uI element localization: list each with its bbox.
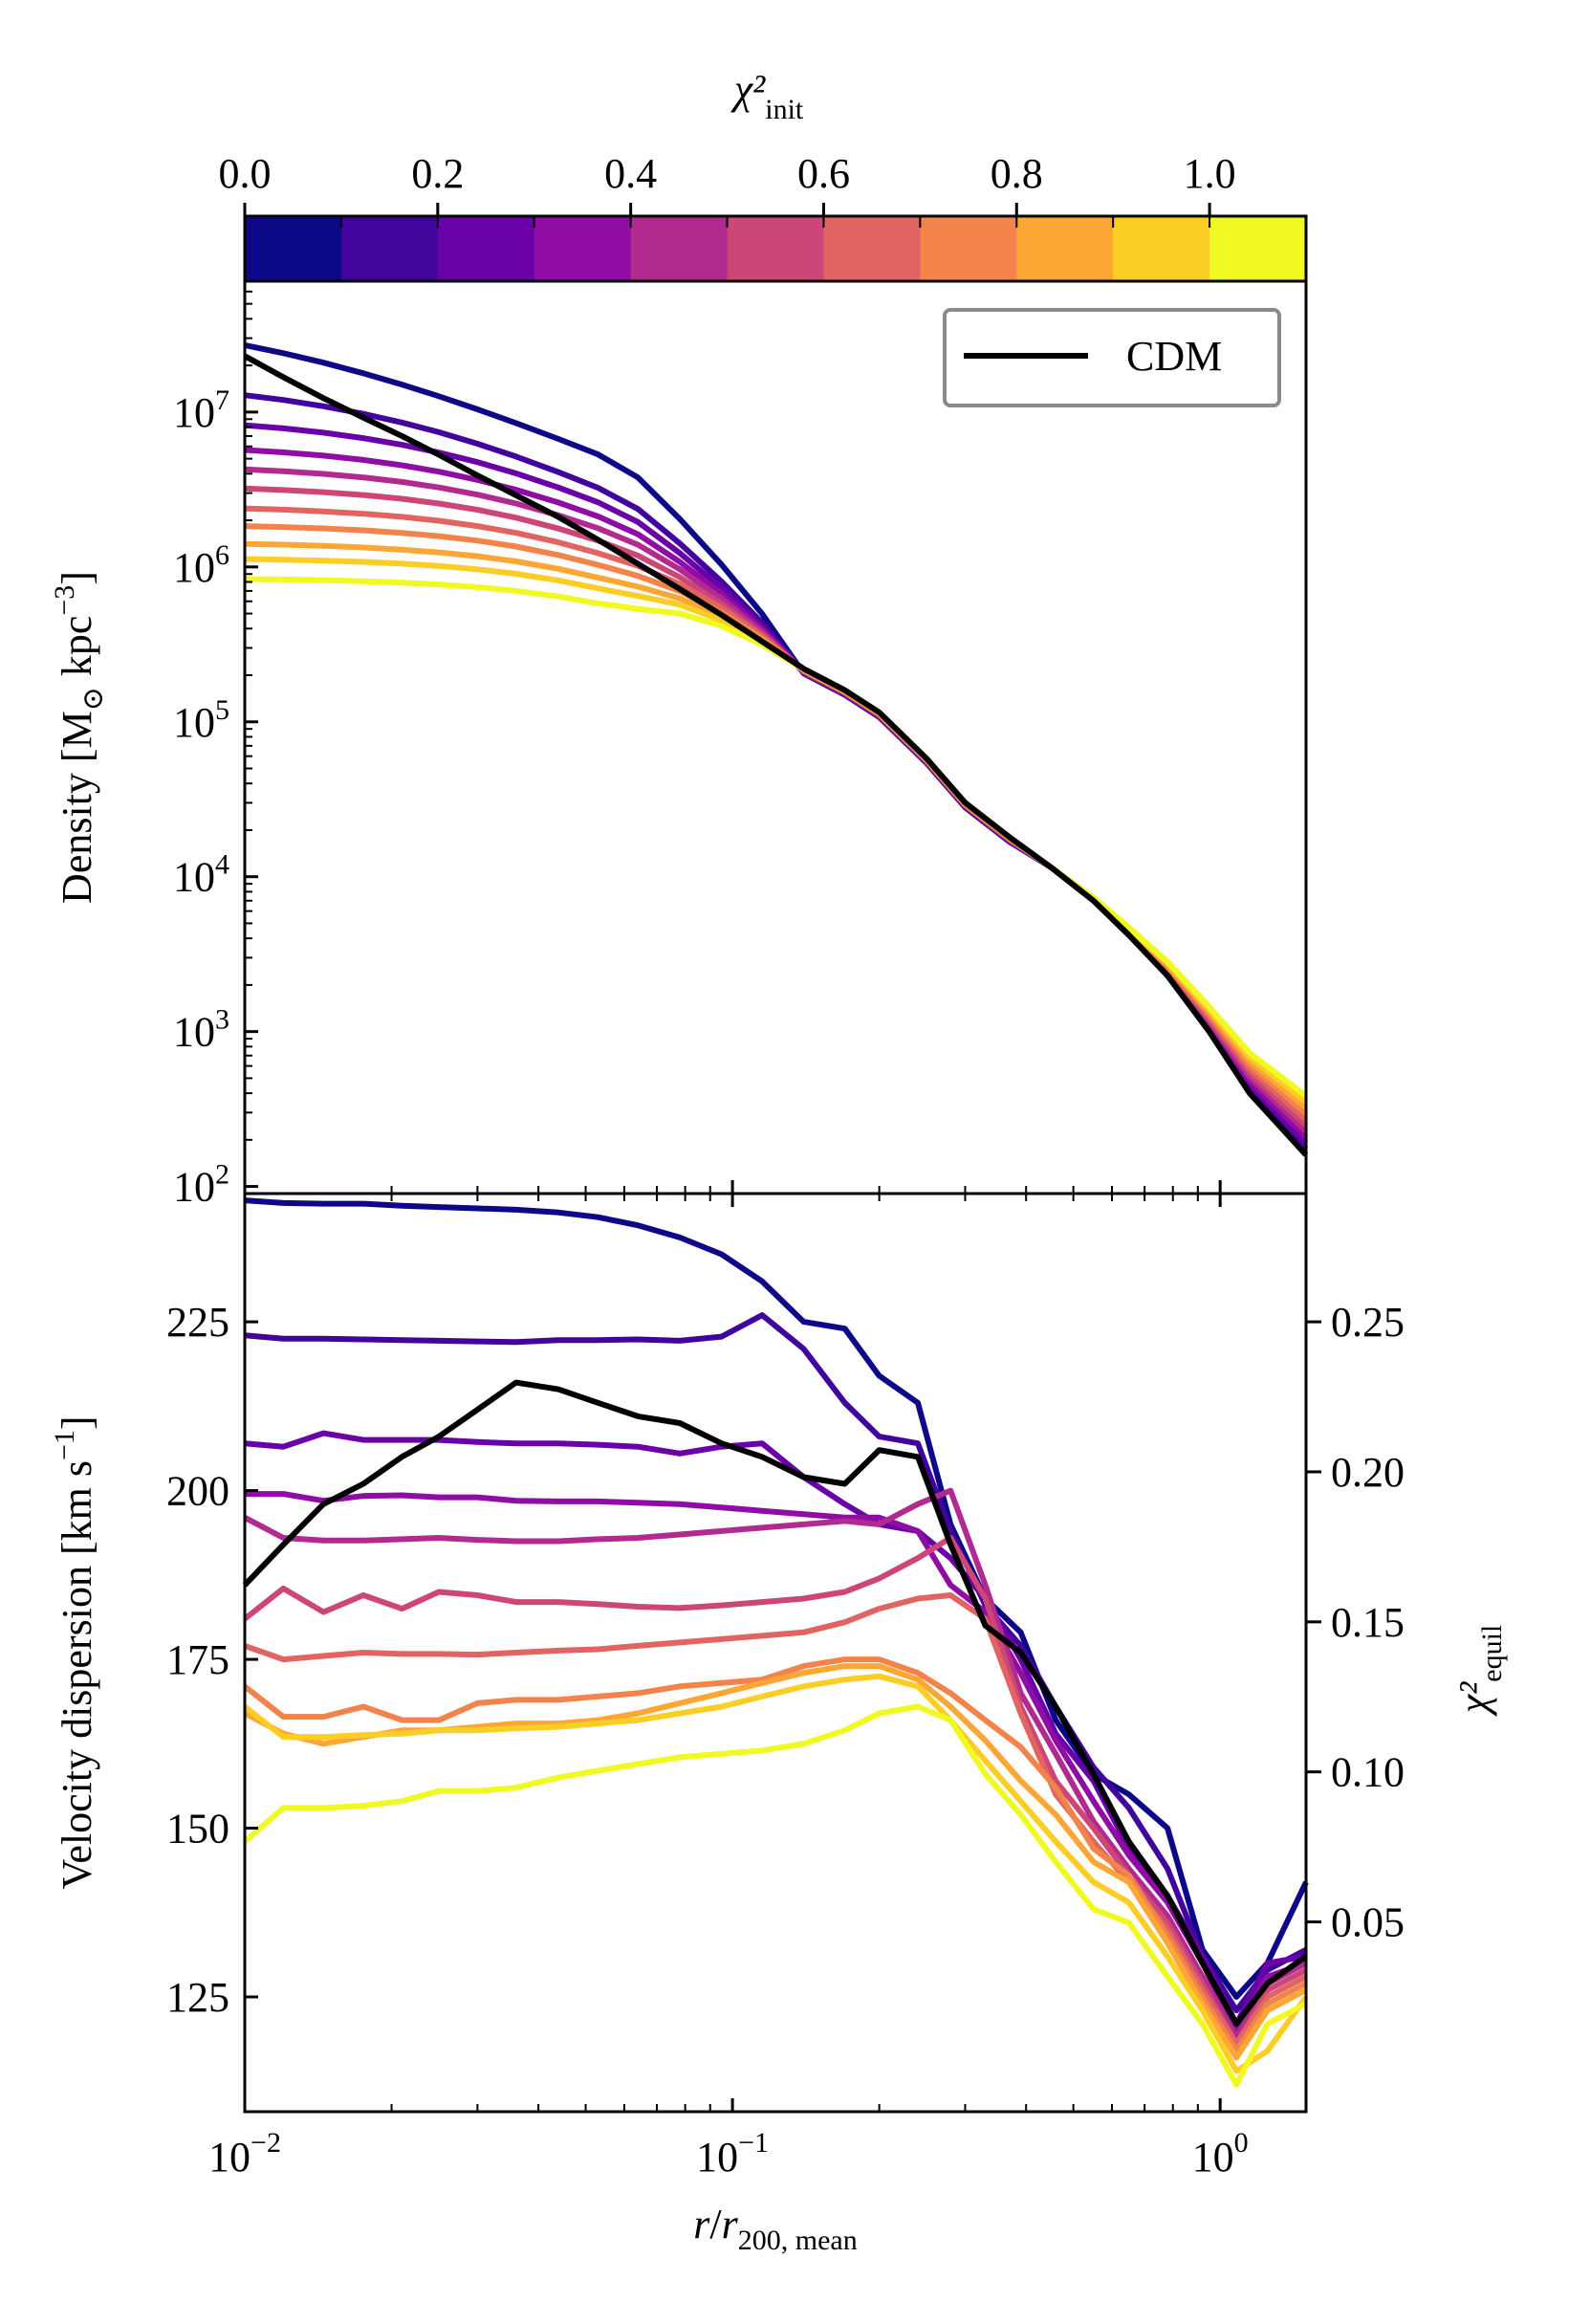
density-y-ticks: 102 103 104 105 106 107	[173, 280, 258, 1211]
colorbar-title: χ²init	[730, 66, 804, 125]
velocity-line	[243, 1656, 1308, 2054]
velocity-line	[243, 1535, 1308, 2048]
x-tick-label: 10−1	[696, 2127, 769, 2181]
colorbar-tick-label: 1.0	[1184, 150, 1236, 197]
density-y-tick-label: 107	[173, 384, 229, 436]
colorbar-swatches	[245, 216, 1307, 281]
colorbar-swatch	[727, 216, 825, 281]
x-tick-label: 10−2	[208, 2127, 281, 2181]
colorbar-swatch	[1016, 216, 1114, 281]
density-line	[244, 505, 1309, 1122]
velocity-x-ticks: 10−2 10−1 100	[208, 1194, 1249, 2181]
colorbar-swatch	[1113, 216, 1210, 281]
colorbar-swatch	[1209, 216, 1307, 281]
density-line	[244, 466, 1309, 1134]
velocity-right-axis-label: χ²equil	[1450, 1625, 1508, 1718]
density-y-tick-label: 105	[173, 694, 229, 746]
velocity-line	[244, 1592, 1308, 2048]
density-panel: 102 103 104 105 106 107 CDM Density [M⊙ kpc−3…	[49, 279, 1309, 1211]
density-y-tick-label: 104	[173, 849, 229, 901]
colorbar-swatch	[630, 216, 729, 281]
velocity-right-tick-label: 0.20	[1331, 1449, 1405, 1496]
velocity-line	[243, 1673, 1309, 2074]
density-x-ticks	[243, 1180, 1222, 1194]
density-line	[244, 576, 1308, 1099]
colorbar-tick-label: 0.4	[604, 150, 657, 197]
velocity-series	[243, 1197, 1309, 2088]
velocity-line	[243, 1487, 1308, 2041]
density-y-tick-label: 103	[173, 1004, 229, 1056]
velocity-right-tick-label: 0.10	[1331, 1749, 1405, 1796]
x-axis-label: r/r200, mean	[693, 2201, 857, 2256]
velocity-y-axis-label: Velocity dispersion [km s−1]	[49, 1415, 100, 1889]
colorbar-ticks: 0.0 0.2 0.4 0.6 0.8 1.0	[219, 150, 1236, 228]
colorbar-tick-label: 0.8	[991, 150, 1043, 197]
velocity-y-tick-label: 225	[166, 1299, 229, 1346]
colorbar-swatch	[823, 216, 921, 281]
velocity-right-tick-label: 0.05	[1331, 1899, 1405, 1946]
colorbar-tick-label: 0.2	[411, 150, 464, 197]
velocity-panel-frame	[243, 1192, 1308, 2114]
colorbar-tick-label: 0.0	[219, 150, 272, 197]
velocity-y-ticks: 125 150 175 200 225	[166, 1299, 258, 2021]
density-y-axis-label: Density [M⊙ kpc−3]	[49, 571, 109, 904]
velocity-line	[244, 1197, 1309, 2000]
colorbar: 0.0 0.2 0.4 0.6 0.8 1.0 χ²init	[219, 66, 1308, 283]
legend-box	[943, 308, 1281, 407]
velocity-right-tick-label: 0.25	[1331, 1299, 1405, 1346]
velocity-panel: 125 150 175 200 225 0.05 0.10 0.15 0.20 0.25 10−…	[49, 1192, 1508, 2256]
velocity-y-tick-label: 200	[166, 1468, 229, 1515]
velocity-line	[245, 1491, 1307, 2034]
colorbar-swatch	[340, 216, 439, 281]
velocity-right-ticks: 0.05 0.10 0.15 0.20 0.25	[1306, 1299, 1405, 1946]
density-series	[244, 341, 1309, 1157]
legend: CDM	[943, 308, 1281, 407]
density-y-tick-label: 106	[173, 539, 229, 591]
velocity-y-tick-label: 175	[166, 1636, 229, 1683]
velocity-line	[244, 1312, 1308, 2014]
colorbar-swatch	[437, 216, 535, 281]
velocity-line-cdm	[242, 1379, 1308, 2028]
colorbar-swatch	[534, 216, 632, 281]
density-panel-frame	[243, 279, 1308, 1195]
colorbar-swatch	[920, 216, 1017, 281]
density-line	[244, 392, 1309, 1151]
colorbar-swatch	[245, 216, 342, 281]
legend-cdm-label: CDM	[1126, 333, 1222, 380]
density-line	[244, 523, 1308, 1116]
density-cdm-series	[243, 353, 1309, 1157]
x-tick-label: 100	[1192, 2127, 1249, 2181]
velocity-right-tick-label: 0.15	[1331, 1599, 1405, 1646]
density-line	[244, 447, 1309, 1140]
colorbar-tick-label: 0.6	[797, 150, 850, 197]
velocity-cdm-series	[242, 1379, 1308, 2028]
velocity-y-tick-label: 125	[166, 1974, 229, 2021]
density-line-cdm	[243, 353, 1309, 1157]
velocity-line	[243, 1703, 1308, 2088]
velocity-y-tick-label: 150	[166, 1806, 229, 1853]
density-y-tick-label: 102	[173, 1159, 229, 1211]
